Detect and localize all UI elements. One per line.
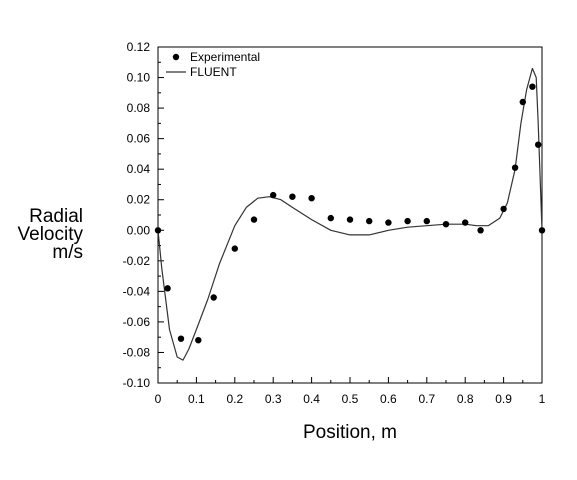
experimental-point-0 [154, 227, 162, 234]
x-tick-label-10: 1 [539, 392, 546, 406]
experimental-point-18 [477, 227, 484, 234]
experimental-point-7 [270, 191, 277, 199]
y-axis-title-line-2: Velocity [18, 224, 84, 245]
y-tick-label-5: 0.00 [127, 223, 151, 237]
y-tick-label-2: -0.06 [123, 315, 151, 329]
experimental-point-19 [500, 205, 507, 213]
y-tick-label-4: -0.02 [123, 254, 151, 268]
experimental-point-3 [195, 337, 202, 344]
experimental-series [154, 83, 546, 344]
axes: 0 0.1 0.2 0.3 0.4 0.5 0.6 0.7 0.8 0.9 1 -0.10 -0.08 -… [123, 40, 546, 406]
experimental-point-8 [289, 193, 296, 200]
x-tick-label-0: 0 [155, 392, 162, 406]
experimental-point-17 [462, 219, 469, 226]
fluent-series [157, 67, 543, 361]
y-tick-label-0: -0.10 [123, 376, 151, 390]
experimental-point-20 [511, 164, 519, 171]
x-tick-label-9: 0.9 [495, 392, 512, 406]
y-tick-label-10: 0.10 [127, 71, 151, 85]
x-tick-label-3: 0.3 [265, 392, 282, 406]
fluent-line [157, 67, 543, 361]
experimental-point-13 [385, 219, 392, 226]
x-tick-label-7: 0.7 [418, 392, 435, 406]
x-tick-label-5: 0.5 [342, 392, 359, 406]
x-tick-label-2: 0.2 [226, 392, 243, 406]
y-tick-label-7: 0.04 [127, 162, 151, 176]
experimental-point-10 [327, 214, 334, 222]
experimental-point-22 [529, 83, 536, 90]
y-axis-title-line-3: m/s [52, 242, 83, 263]
experimental-point-6 [250, 216, 258, 223]
legend-marker-0 [172, 53, 180, 61]
y-tick-label-8: 0.06 [127, 132, 151, 146]
x-axis-title: Position, m [303, 422, 397, 443]
plot-frame [157, 46, 543, 384]
x-tick-label-1: 0.1 [188, 392, 205, 406]
experimental-point-21 [519, 98, 526, 106]
legend-label-1: FLUENT [190, 65, 237, 79]
experimental-point-24 [538, 227, 546, 234]
experimental-point-9 [308, 195, 315, 202]
experimental-point-23 [535, 141, 542, 148]
experimental-point-14 [404, 217, 411, 225]
legend-label-0: Experimental [190, 50, 260, 64]
x-tick-label-8: 0.8 [457, 392, 474, 406]
experimental-point-5 [231, 245, 238, 252]
y-tick-label-9: 0.08 [127, 101, 151, 115]
y-tick-label-1: -0.08 [123, 345, 151, 359]
y-tick-label-3: -0.04 [123, 284, 151, 298]
experimental-point-2 [177, 335, 185, 342]
x-tick-label-4: 0.4 [303, 392, 320, 406]
experimental-point-15 [423, 217, 430, 225]
experimental-point-4 [210, 294, 217, 301]
experimental-point-11 [346, 216, 354, 223]
experimental-point-16 [442, 221, 450, 228]
experimental-point-12 [366, 217, 373, 225]
y-axis-title-line-1: Radial [29, 206, 83, 227]
x-tick-label-6: 0.6 [380, 392, 397, 406]
y-tick-label-11: 0.12 [127, 40, 151, 54]
experimental-point-1 [164, 285, 171, 292]
y-tick-label-6: 0.02 [127, 193, 151, 207]
